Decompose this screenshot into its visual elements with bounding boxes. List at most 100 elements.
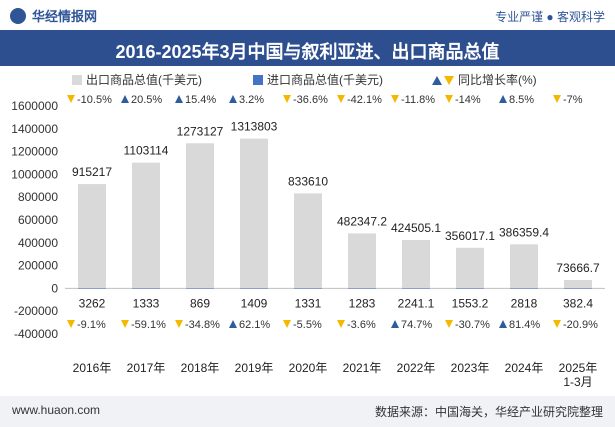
import-value-label: 1333 (133, 296, 160, 310)
import-growth-triangle-icon (67, 320, 75, 328)
export-growth-label: 20.5% (131, 94, 162, 106)
import-growth-label: -5.5% (293, 319, 322, 331)
import-bar (402, 288, 430, 289)
export-bar (564, 280, 592, 289)
import-bar (564, 288, 592, 289)
import-value-label: 3262 (79, 296, 106, 310)
export-value-label: 386359.4 (499, 225, 549, 239)
y-tick-label: -200000 (14, 304, 58, 318)
import-growth-label: -30.7% (455, 319, 490, 331)
brand: 华经情报网 (10, 6, 97, 25)
export-growth-triangle-icon (175, 95, 183, 103)
export-value-label: 356017.1 (445, 229, 495, 243)
export-bar (348, 233, 376, 289)
x-tick-label: 2018年 (181, 361, 220, 375)
legend-import-label: 进口商品总值(千美元) (267, 72, 383, 87)
x-tick-label: 2025年 (559, 361, 598, 375)
footer-website: www.huaon.com (12, 403, 101, 417)
import-growth-label: -34.8% (185, 319, 220, 331)
export-value-label: 424505.1 (391, 221, 441, 235)
y-tick-label: -400000 (14, 327, 58, 341)
import-value-label: 1553.2 (452, 296, 489, 310)
y-tick-label: 1400000 (11, 122, 58, 136)
x-tick-label: 2016年 (73, 361, 112, 375)
export-bar (186, 143, 214, 289)
legend-down-triangle-icon (444, 76, 454, 85)
footer (0, 396, 615, 427)
import-growth-triangle-icon (121, 320, 129, 328)
import-bar (348, 288, 376, 289)
import-value-label: 2241.1 (398, 296, 435, 310)
import-growth-label: 74.7% (401, 319, 432, 331)
import-growth-triangle-icon (175, 320, 183, 328)
top-bar: 华经情报网 专业严谨 ● 客观科学 (0, 0, 615, 30)
export-value-label: 1313803 (231, 120, 278, 134)
import-growth-triangle-icon (445, 320, 453, 328)
export-bar (456, 247, 484, 289)
legend-growth-label: 同比增长率(%) (458, 72, 537, 87)
export-bar (402, 240, 430, 289)
import-value-label: 382.4 (563, 296, 593, 310)
export-growth-triangle-icon (391, 95, 399, 103)
x-tick-label: 2023年 (451, 361, 490, 375)
export-growth-triangle-icon (121, 95, 129, 103)
chart: 出口商品总值(千美元) 进口商品总值(千美元) 同比增长率(%) 1600000 140… (11, 72, 605, 389)
export-growth-label: 8.5% (509, 94, 534, 106)
export-bar (132, 162, 160, 289)
import-growth-label: -59.1% (131, 319, 166, 331)
import-growth-label: -3.6% (347, 319, 376, 331)
import-bar (132, 288, 160, 289)
x-tick-label: 2022年 (397, 361, 436, 375)
import-bar (240, 288, 268, 289)
chart-title: 2016-2025年3月中国与叙利亚进、出口商品总值 (115, 42, 500, 62)
y-tick-label: 800000 (18, 190, 58, 204)
import-bar (78, 288, 106, 289)
export-growth-triangle-icon (283, 95, 291, 103)
import-growth-triangle-icon (229, 320, 237, 328)
y-tick-label: 400000 (18, 236, 58, 250)
export-growth-label: -42.1% (347, 94, 382, 106)
import-growth-triangle-icon (337, 320, 345, 328)
export-bar (294, 193, 322, 289)
import-growth-triangle-icon (553, 320, 561, 328)
export-growth-label: 3.2% (239, 94, 264, 106)
import-bar (186, 288, 214, 289)
export-growth-label: -14% (455, 94, 481, 106)
import-bar (510, 288, 538, 289)
y-tick-label: 200000 (18, 259, 58, 273)
export-growth-label: -7% (563, 94, 583, 106)
export-bar (78, 184, 106, 289)
brand-logo-icon (10, 8, 26, 24)
export-bar (510, 244, 538, 289)
x-tick-label: 2024年 (505, 361, 544, 375)
title-bar (0, 30, 615, 66)
tagline: 专业严谨 ● 客观科学 (495, 10, 605, 24)
import-growth-label: 62.1% (239, 319, 270, 331)
x-tick-label: 2020年 (289, 361, 328, 375)
export-growth-triangle-icon (499, 95, 507, 103)
export-growth-label: 15.4% (185, 94, 216, 106)
export-value-label: 1103114 (124, 144, 169, 158)
export-growth-triangle-icon (553, 95, 561, 103)
import-value-label: 1283 (349, 296, 376, 310)
export-value-label: 73666.7 (556, 261, 600, 275)
x-tick-label: 2019年 (235, 361, 274, 375)
import-value-label: 1409 (241, 296, 268, 310)
import-bar (294, 288, 322, 289)
x-tick-label-line2: 1-3月 (563, 375, 592, 389)
x-tick-label: 2021年 (343, 361, 382, 375)
x-tick-label: 2017年 (127, 361, 166, 375)
y-tick-label: 1000000 (11, 167, 58, 181)
import-growth-triangle-icon (283, 320, 291, 328)
import-value-label: 2818 (511, 296, 538, 310)
legend-import-swatch (253, 75, 263, 85)
export-growth-label: -36.6% (293, 94, 328, 106)
import-bar (456, 288, 484, 289)
y-tick-label: 0 (51, 281, 58, 295)
y-tick-label: 1200000 (11, 145, 58, 159)
import-growth-triangle-icon (391, 320, 399, 328)
export-growth-label: -11.8% (401, 94, 435, 106)
export-growth-triangle-icon (445, 95, 453, 103)
export-growth-triangle-icon (337, 95, 345, 103)
export-growth-triangle-icon (229, 95, 237, 103)
